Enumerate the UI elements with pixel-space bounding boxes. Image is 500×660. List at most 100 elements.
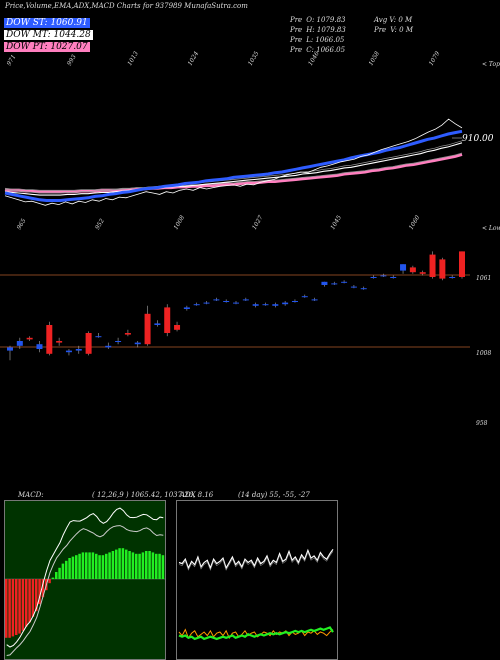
candle-body [242,299,249,301]
macd-line [6,507,164,648]
macd-histogram-bar [58,567,61,579]
candle-body [203,302,210,304]
macd-histogram-bar [11,579,15,637]
adx-chart [176,500,338,660]
info-open: Pre O: 1079.83 [290,16,346,24]
di-plus-line [178,548,334,570]
macd-histogram-bar [38,579,41,605]
price-label: 910.00 [462,134,494,144]
macd-histogram-bar [51,577,55,579]
candle-body [419,272,426,274]
macd-histogram-bar [85,552,88,579]
macd-histogram-bar [48,579,51,584]
candle-body [16,341,23,346]
candle-body [115,341,122,342]
candle-body [400,264,407,271]
signal-line [6,525,164,656]
macd-histogram-bar [31,579,35,617]
candle-body [360,288,367,290]
candle-body [449,277,456,278]
macd-histogram-bar [158,553,161,579]
candle-body [183,307,190,309]
macd-histogram-bar [155,553,158,579]
macd-histogram-bar [88,552,91,579]
candle-body [341,281,348,283]
macd-histogram-bar [105,553,108,579]
candle-body [350,286,357,288]
macd-histogram-bar [8,579,11,638]
candle-body [282,302,289,305]
candle-body [301,296,308,298]
macd-values: ( 12,26,9 ) 1065.42, 1037.26, 8.16 [92,491,214,499]
candle-body [56,341,63,343]
candle-body [213,299,220,301]
y-label-mid: 1008 [476,350,491,357]
macd-histogram-bar [151,552,155,579]
top-label: 1024 [187,50,201,67]
candle-body [262,304,269,306]
candle-body [124,333,131,335]
macd-histogram-bar [131,552,135,579]
candle-body [390,277,397,278]
macd-histogram-bar [15,579,18,635]
macd-histogram-bar [95,553,98,579]
candle-body [105,345,112,348]
macd-histogram-bar [128,551,131,579]
macd-histogram-bar [118,548,121,579]
candle-body [252,304,259,306]
macd-histogram-bar [25,579,28,627]
info-close: Pre C: 1066.05 [290,46,346,54]
adx-line [178,626,334,641]
bottom-label: 1027 [251,214,265,231]
candle-body [439,259,446,279]
info-avg-volume: Avg V: 0 M [374,16,413,24]
macd-histogram-bar [35,579,38,612]
macd-histogram-bar [5,579,8,638]
top-label: 971 [6,54,18,67]
macd-histogram-bar [55,572,58,579]
info-high: Pre H: 1079.83 [290,26,346,34]
price-ema-chart: 971 993 1013 1024 1035 1046 1058 1079 965 952 1008… [0,50,500,427]
candle-body [193,304,200,306]
bottom-label: 1008 [172,214,186,231]
y-label-low: 958 [476,420,488,427]
adx-values: (14 day) 55, -55, -27 [238,491,310,499]
candle-body [164,307,171,333]
bottom-label: 1045 [329,214,343,231]
ema-st-line [4,129,463,202]
candle-body [144,313,151,345]
lows-label: < Lows [482,225,500,232]
top-label: 1058 [367,50,381,67]
candle-body [26,337,33,340]
tops-label: < Tops [482,61,500,68]
macd-histogram-bar [78,553,81,579]
macd-histogram-bar [161,555,165,579]
macd-histogram-bar [138,553,141,579]
candle-body [331,283,338,285]
candle-body [370,277,377,278]
price-line [4,118,463,206]
candle-body [223,301,230,302]
top-label: 1013 [126,50,140,67]
candle-body [459,251,465,277]
candle-body [46,325,53,354]
di-plus-shadow [178,551,334,571]
ema-pt-line [4,152,463,194]
candle-body [272,304,279,306]
macd-histogram-bar [111,551,115,579]
candle-body [95,336,102,338]
ema-mt-line [4,142,463,196]
candle-body [36,344,43,349]
top-label: 1079 [428,50,442,67]
macd-histogram-bar [115,549,118,579]
candle-body [174,325,181,330]
bottom-label: 952 [94,217,106,231]
candle-body [85,333,92,354]
legend-dow-pt: DOW PT: 1027.07 [4,42,90,52]
candle-body [65,350,72,353]
candle-body [321,281,328,285]
y-label-high: 1061 [476,275,491,282]
macd-histogram-bar [98,555,101,579]
macd-histogram-bar [108,552,111,579]
adx-label: ADX [180,491,196,499]
